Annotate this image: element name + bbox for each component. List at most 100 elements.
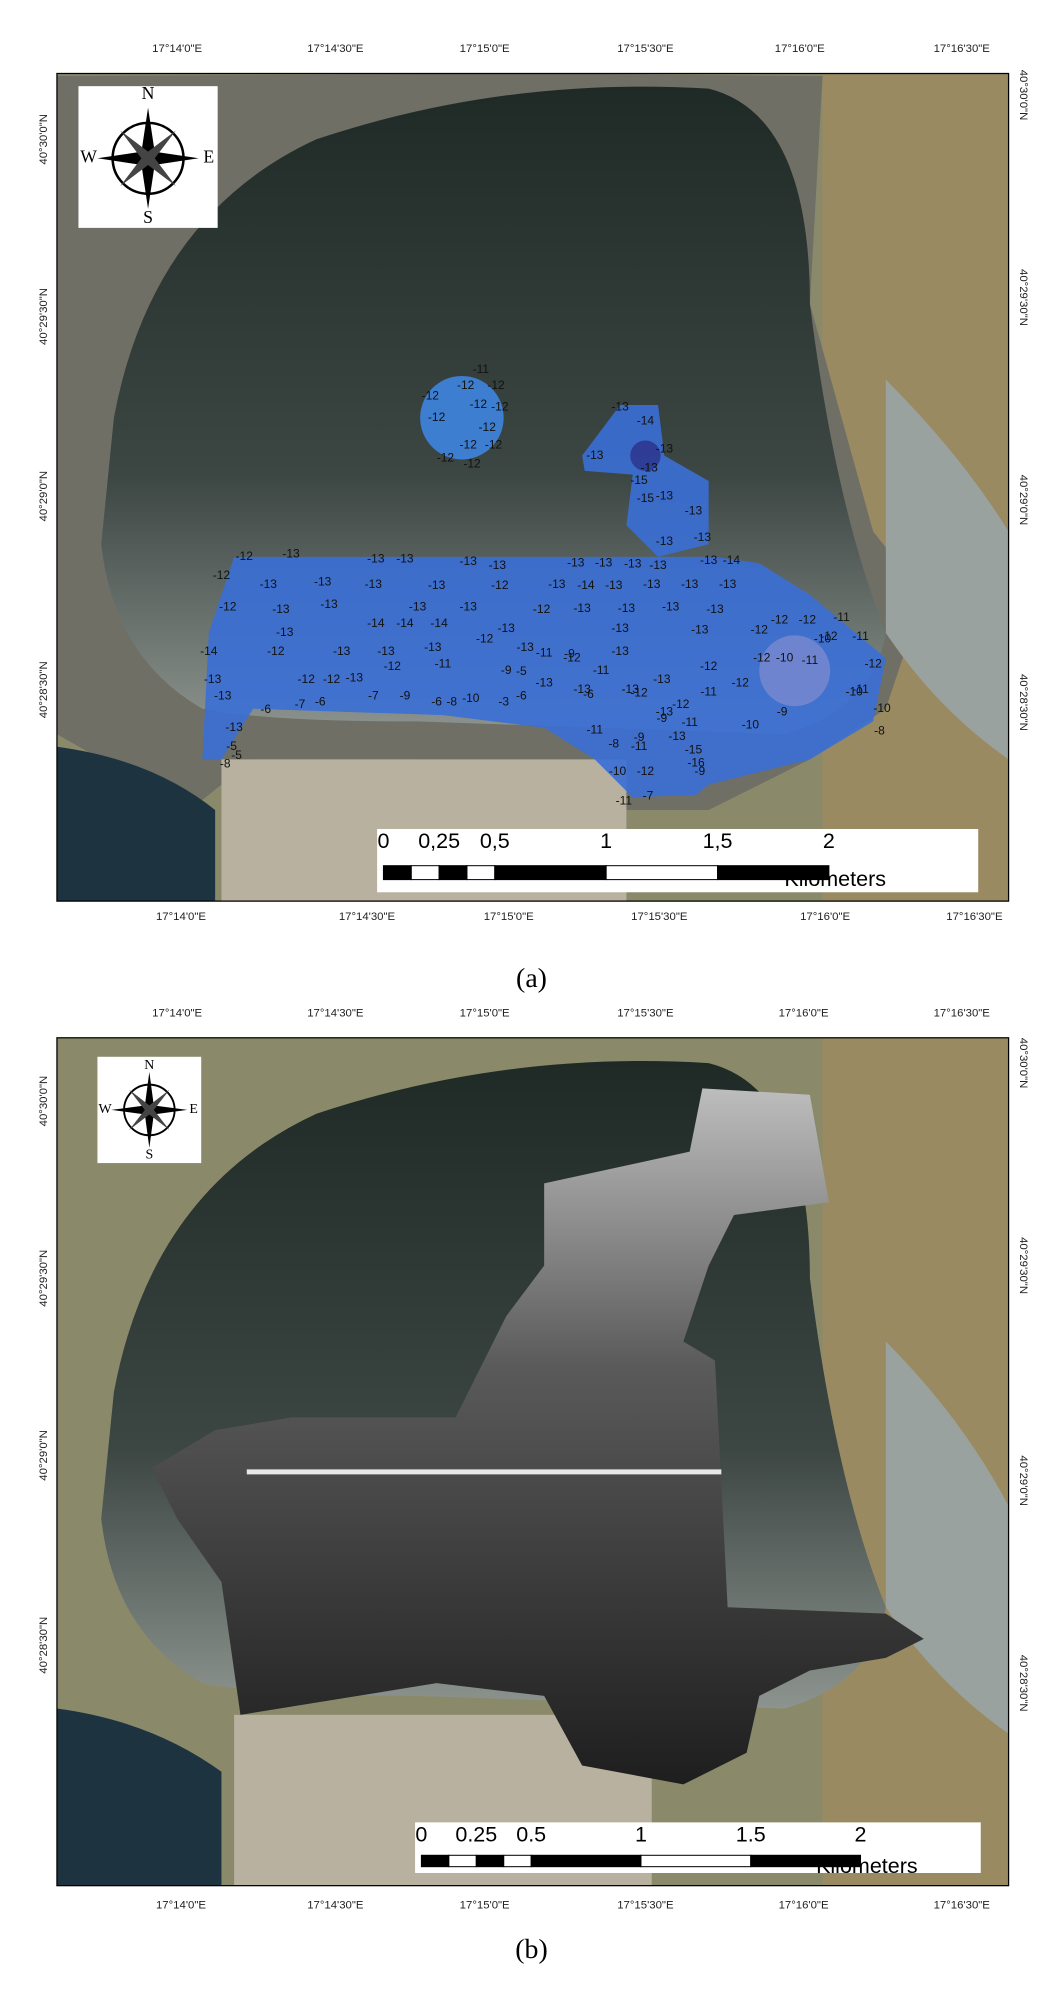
depth-label: -14 bbox=[577, 578, 595, 592]
depth-label: -9 bbox=[501, 663, 512, 677]
depth-label: -13 bbox=[320, 597, 338, 611]
lat-label: 40°28'30"N bbox=[38, 1617, 50, 1674]
depth-label: -11 bbox=[593, 663, 610, 677]
lat-label: 40°29'0"N bbox=[38, 471, 50, 522]
depth-label: -10 bbox=[462, 691, 480, 705]
depth-label: -13 bbox=[643, 577, 661, 591]
depth-label: -12 bbox=[213, 568, 231, 582]
scale-segment bbox=[750, 1854, 862, 1868]
depth-label: -13 bbox=[586, 448, 604, 462]
compass-n: N bbox=[142, 83, 155, 103]
depth-label: -12 bbox=[428, 410, 446, 424]
depth-label: -12 bbox=[753, 650, 771, 664]
depth-label: -12 bbox=[463, 457, 481, 471]
depth-label: -13 bbox=[681, 577, 699, 591]
lon-label: 17°15'0"E bbox=[460, 1007, 510, 1019]
depth-label: -10 bbox=[776, 650, 794, 664]
depth-label: -13 bbox=[694, 530, 712, 544]
depth-label: -12 bbox=[236, 549, 254, 563]
lat-label: 40°29'30"N bbox=[38, 1250, 50, 1307]
depth-label: -13 bbox=[567, 555, 585, 569]
scale-label: 2 bbox=[823, 829, 835, 853]
scale-label: 0,5 bbox=[480, 829, 510, 853]
depth-label: -11 bbox=[852, 682, 869, 696]
depth-label: -13 bbox=[624, 557, 642, 571]
depth-label: -12 bbox=[637, 764, 655, 778]
depth-label: -15 bbox=[685, 743, 703, 757]
depth-label: -13 bbox=[595, 555, 613, 569]
lat-label: 40°30'0"N bbox=[1017, 70, 1029, 121]
lon-label: 17°16'30"E bbox=[934, 1899, 991, 1911]
scale-segment bbox=[605, 865, 719, 881]
map-frame bbox=[56, 1037, 1010, 1887]
depth-label: -13 bbox=[214, 688, 232, 702]
depth-label: -13 bbox=[377, 644, 395, 658]
depth-label: -11 bbox=[802, 653, 819, 667]
depth-label: -13 bbox=[656, 705, 674, 719]
depth-label: -7 bbox=[295, 697, 306, 711]
depth-label: -13 bbox=[656, 442, 674, 456]
depth-label: -13 bbox=[498, 621, 516, 635]
lon-label: 17°15'30"E bbox=[631, 911, 688, 923]
lat-label: 40°29'0"N bbox=[38, 1430, 50, 1481]
depth-label: -11 bbox=[700, 684, 717, 698]
depth-label: -13 bbox=[314, 574, 332, 588]
scale-segment bbox=[420, 1854, 450, 1868]
depth-label: -6 bbox=[315, 695, 326, 709]
depth-label: -13 bbox=[548, 577, 566, 591]
depth-label: -13 bbox=[346, 671, 364, 685]
depth-label: -13 bbox=[225, 720, 243, 734]
scale-segment bbox=[640, 1854, 752, 1868]
map-frame bbox=[56, 72, 1010, 902]
depth-label: -13 bbox=[460, 600, 478, 614]
depth-label: -12 bbox=[771, 612, 789, 626]
depth-label: -12 bbox=[533, 602, 551, 616]
depth-label: -12 bbox=[491, 400, 509, 414]
lon-label: 17°14'0"E bbox=[152, 1007, 202, 1019]
compass-s: S bbox=[145, 1148, 153, 1163]
depth-label: -14 bbox=[396, 616, 414, 630]
depth-label: -13 bbox=[535, 676, 553, 690]
compass: N S W E bbox=[78, 83, 218, 228]
lat-label: 40°29'30"N bbox=[1017, 1237, 1029, 1294]
depth-label: -13 bbox=[656, 488, 674, 502]
compass-w: W bbox=[98, 1102, 112, 1117]
scale-label: 0.5 bbox=[516, 1822, 546, 1846]
lon-label: 17°14'0"E bbox=[156, 1899, 206, 1911]
depth-label: -13 bbox=[662, 600, 680, 614]
depth-label: -5 bbox=[231, 748, 242, 762]
depth-label: -12 bbox=[323, 672, 341, 686]
scale-segment bbox=[410, 865, 440, 881]
depth-label: -12 bbox=[485, 438, 503, 452]
depth-label: -10 bbox=[846, 684, 864, 698]
lon-label: 17°16'30"E bbox=[934, 1007, 991, 1019]
depth-label: -11 bbox=[852, 629, 869, 643]
depth-label: -15 bbox=[630, 473, 648, 487]
depth-label: -13 bbox=[573, 601, 591, 615]
depth-label: -12 bbox=[487, 378, 505, 392]
scale-label: 0 bbox=[377, 829, 389, 853]
depth-label: -13 bbox=[272, 602, 290, 616]
depth-label: -11 bbox=[536, 645, 553, 659]
depth-label: -13 bbox=[573, 682, 591, 696]
depth-label: -13 bbox=[424, 640, 442, 654]
scale-segment bbox=[475, 1854, 505, 1868]
depth-label: -11 bbox=[616, 793, 633, 807]
depth-label: -12 bbox=[672, 697, 690, 711]
depth-label: -11 bbox=[833, 610, 850, 624]
depth-label: -5 bbox=[516, 664, 527, 678]
depth-label: -13 bbox=[700, 553, 718, 567]
map-b bbox=[56, 1037, 1009, 1886]
lat-label: 40°29'0"N bbox=[1017, 1455, 1029, 1506]
depth-label: -12 bbox=[470, 397, 488, 411]
depth-label: -15 bbox=[637, 491, 655, 505]
depth-label: -3 bbox=[498, 695, 509, 709]
lon-label: 17°15'0"E bbox=[460, 43, 510, 55]
scale-segment bbox=[530, 1854, 642, 1868]
lat-label: 40°29'0"N bbox=[1017, 475, 1029, 526]
caption: (b) bbox=[515, 1934, 547, 1965]
lon-label: 17°16'0"E bbox=[779, 1007, 829, 1019]
depth-label: -14 bbox=[200, 644, 218, 658]
depth-label: -10 bbox=[814, 631, 832, 645]
